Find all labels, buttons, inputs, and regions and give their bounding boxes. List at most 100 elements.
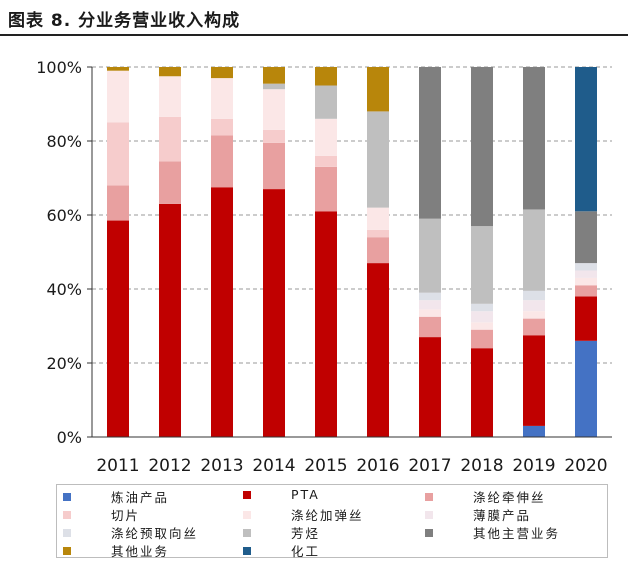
- y-tick-label: 80%: [46, 132, 82, 151]
- legend-item: 涤纶牵伸丝: [425, 487, 546, 506]
- bar-segment-2014-芳烃: [263, 83, 285, 90]
- bar-segment-2019-涤纶牵伸丝: [523, 318, 545, 336]
- chart-legend: 炼油产品 PTA 涤纶牵伸丝切片 涤纶加弹丝 薄膜产品涤纶预取向丝 芳烃 其他主营业务其他业…: [56, 484, 608, 560]
- bar-segment-2019-PTA: [523, 335, 545, 426]
- bar-segment-2014-涤纶牵伸丝: [263, 142, 285, 190]
- legend-label: 薄膜产品: [473, 508, 532, 523]
- bar-segment-2017-其他主营业务: [419, 67, 441, 219]
- bar-segment-2020-化工: [575, 67, 597, 212]
- bar-segment-2014-切片: [263, 129, 285, 143]
- title-divider: [0, 34, 628, 36]
- legend-item: PTA: [243, 487, 320, 502]
- axes: [87, 66, 612, 438]
- bar-segment-2013-PTA: [211, 187, 233, 437]
- bar-segment-2014-其他业务: [263, 67, 285, 84]
- legend-item: 其他主营业务: [425, 523, 560, 542]
- legend-swatch: [243, 510, 251, 519]
- y-tick-label: 100%: [36, 58, 82, 77]
- bar-segment-2016-PTA: [367, 263, 389, 437]
- legend-swatch: [243, 546, 251, 555]
- bar-segment-2018-其他主营业务: [471, 67, 493, 227]
- x-tick-label: 2020: [564, 456, 607, 476]
- legend-label: 化工: [291, 544, 321, 559]
- legend-label: 炼油产品: [111, 490, 170, 505]
- x-tick-label: 2017: [408, 456, 451, 476]
- x-tick-label: 2015: [304, 456, 347, 476]
- y-tick-label: 20%: [46, 354, 82, 373]
- legend-label: 其他主营业务: [473, 526, 561, 541]
- bar-segment-2012-涤纶牵伸丝: [159, 161, 181, 204]
- bar-segment-2018-薄膜产品: [471, 311, 493, 323]
- legend-swatch: [425, 528, 433, 537]
- bar-segment-2011-PTA: [107, 220, 129, 437]
- bar-segment-2017-芳烃: [419, 218, 441, 293]
- bar-segment-2017-涤纶牵伸丝: [419, 316, 441, 338]
- bar-segment-2018-涤纶牵伸丝: [471, 329, 493, 349]
- bar-segment-2014-PTA: [263, 189, 285, 437]
- bar-segment-2013-切片: [211, 118, 233, 136]
- bar-segment-2017-薄膜产品: [419, 300, 441, 310]
- bar-segment-2020-涤纶加弹丝: [575, 277, 597, 286]
- tick-labels: 0% 20% 40% 60% 80% 100% 2011 2012 2013 2014 2015 20…: [36, 58, 607, 476]
- bar-segment-2015-其他业务: [315, 67, 337, 86]
- bar-segment-2015-涤纶牵伸丝: [315, 166, 337, 212]
- bar-segment-2016-涤纶加弹丝: [367, 207, 389, 230]
- bar-segment-2012-PTA: [159, 203, 181, 437]
- legend-swatch: [63, 510, 71, 519]
- bar-segment-2019-芳烃: [523, 209, 545, 291]
- legend-item: 芳烃: [243, 523, 320, 542]
- legend-label: 涤纶加弹丝: [291, 508, 364, 523]
- bar-segment-2013-涤纶加弹丝: [211, 78, 233, 119]
- legend-label: 芳烃: [291, 526, 321, 541]
- chart-title: 图表 8. 分业务营业收入构成: [8, 11, 241, 31]
- legend-label: 涤纶预取向丝: [111, 526, 199, 541]
- bar-segment-2012-涤纶加弹丝: [159, 76, 181, 117]
- legend-label: PTA: [291, 487, 320, 502]
- bar-segment-2020-PTA: [575, 296, 597, 341]
- x-tick-label: 2016: [356, 456, 399, 476]
- bar-segment-2012-其他业务: [159, 67, 181, 77]
- bar-segment-2016-涤纶牵伸丝: [367, 237, 389, 264]
- bar-segment-2019-薄膜产品: [523, 300, 545, 312]
- bar-segment-2018-芳烃: [471, 226, 493, 304]
- x-tick-label: 2019: [512, 456, 555, 476]
- legend-item: 薄膜产品: [425, 505, 531, 524]
- x-tick-label: 2012: [148, 456, 191, 476]
- stacked-bar-chart: 0% 20% 40% 60% 80% 100% 2011 2012 2013 2014 2015 20…: [36, 58, 612, 476]
- bar-segment-2020-薄膜产品: [575, 270, 597, 278]
- bar-segment-2012-切片: [159, 116, 181, 162]
- bar-segment-2019-炼油产品: [523, 425, 545, 437]
- legend-label: 其他业务: [111, 544, 170, 559]
- bar-segment-2013-涤纶牵伸丝: [211, 135, 233, 188]
- bar-segment-2018-涤纶预取向丝: [471, 303, 493, 312]
- bar-segment-2016-芳烃: [367, 111, 389, 208]
- legend-item: 其他业务: [63, 541, 169, 560]
- bar-segment-2011-涤纶加弹丝: [107, 70, 129, 123]
- bar-segment-2015-PTA: [315, 211, 337, 437]
- x-tick-label: 2018: [460, 456, 503, 476]
- bar-segment-2020-涤纶牵伸丝: [575, 285, 597, 297]
- bar-segment-2020-其他主营业务: [575, 211, 597, 264]
- legend-item: 涤纶预取向丝: [63, 523, 198, 542]
- bar-segment-2014-涤纶加弹丝: [263, 89, 285, 130]
- bar-segment-2018-涤纶加弹丝: [471, 322, 493, 330]
- y-tick-label: 0%: [57, 428, 82, 447]
- bar-segment-2020-炼油产品: [575, 340, 597, 437]
- x-tick-label: 2011: [96, 456, 139, 476]
- y-tick-label: 60%: [46, 206, 82, 225]
- bar-segment-2019-涤纶预取向丝: [523, 290, 545, 301]
- bar-segment-2017-PTA: [419, 337, 441, 437]
- bar-segment-2011-其他业务: [107, 67, 129, 71]
- bar-segment-2011-涤纶牵伸丝: [107, 185, 129, 221]
- legend-item: 涤纶加弹丝: [243, 505, 364, 524]
- bar-segment-2016-切片: [367, 229, 389, 238]
- y-tick-label: 40%: [46, 280, 82, 299]
- legend-label: 涤纶牵伸丝: [473, 490, 546, 505]
- legend-swatch: [63, 492, 71, 501]
- legend-item: 炼油产品: [63, 487, 169, 506]
- bar-segment-2019-涤纶加弹丝: [523, 311, 545, 319]
- legend-label: 切片: [111, 508, 141, 523]
- x-tick-label: 2014: [252, 456, 295, 476]
- bar-segment-2019-其他主营业务: [523, 67, 545, 210]
- bar-segment-2015-切片: [315, 155, 337, 167]
